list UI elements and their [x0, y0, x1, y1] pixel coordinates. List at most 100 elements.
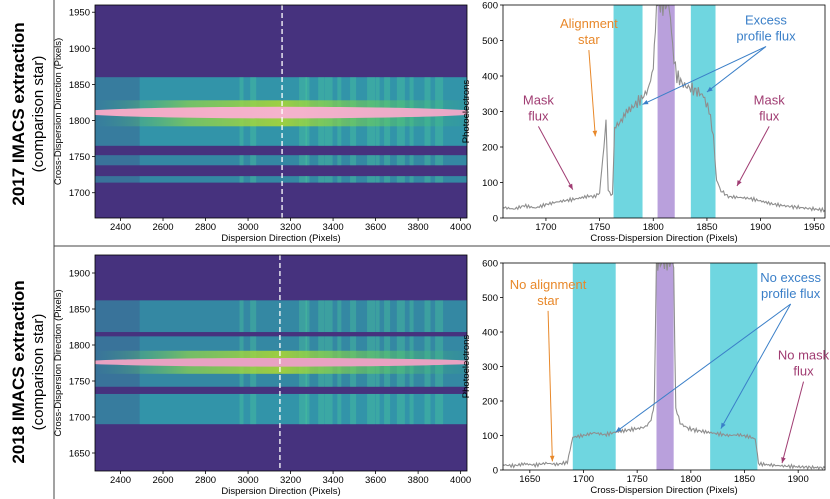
- x-tick-label: 1700: [535, 222, 556, 233]
- image-panel-2018: 2400 2600 2800 3000 3200 3400 3600 3800 4000 1650…: [53, 254, 471, 497]
- emission-column: [424, 393, 431, 425]
- y-tick-label: 1800: [69, 116, 90, 127]
- y-tick-label: 400: [482, 72, 498, 83]
- emission-column: [324, 176, 333, 183]
- x-tick-label: 3200: [280, 222, 301, 233]
- emission-column: [239, 176, 244, 183]
- cyan-span: [710, 263, 758, 470]
- y-tick-label: 1650: [69, 449, 90, 460]
- row-label-2018: 2018 IMACS extraction (comparison star): [9, 280, 47, 463]
- emission-column: [396, 155, 405, 166]
- emission-column: [424, 176, 431, 183]
- image-content: [95, 255, 467, 471]
- emission-column: [435, 176, 444, 183]
- x-tick-label: 1850: [734, 474, 755, 485]
- x-tick-label: 3200: [280, 475, 301, 486]
- plot-frame: [94, 254, 468, 472]
- annotation-text: profile flux: [761, 286, 821, 301]
- emission-column: [305, 300, 310, 333]
- emission-column: [435, 155, 444, 166]
- annotation-text: Mask: [754, 92, 786, 107]
- x-axis-label: Dispersion Direction (Pixels): [221, 233, 340, 244]
- emission-column: [435, 393, 444, 425]
- x-tick-label: 1950: [804, 222, 825, 233]
- emission-column: [318, 155, 325, 166]
- x-tick-label: 1800: [643, 222, 664, 233]
- y-tick-label: 500: [482, 36, 498, 47]
- y-tick-label: 600: [482, 259, 498, 270]
- row-label-2018-line1: 2018 IMACS extraction: [9, 280, 28, 463]
- y-tick-label: 1850: [69, 305, 90, 316]
- x-tick-label: 3800: [408, 475, 429, 486]
- emission-column: [350, 393, 357, 425]
- emission-column: [324, 155, 333, 166]
- y-tick-label: 100: [482, 431, 498, 442]
- emission-column: [250, 176, 257, 183]
- y-tick-label: 600: [482, 1, 498, 12]
- x-tick-label: 3400: [323, 475, 344, 486]
- emission-column: [350, 176, 357, 183]
- annotation-text: No mask: [778, 348, 830, 363]
- star-core: [95, 106, 467, 119]
- annotation-arrowhead: [736, 180, 742, 187]
- x-tick-label: 1900: [788, 474, 809, 485]
- x-tick-label: 2800: [195, 222, 216, 233]
- cyan-span: [572, 263, 616, 470]
- annotation-arrow: [720, 303, 792, 429]
- annotation-text: profile flux: [736, 29, 796, 44]
- row-label-2017-line1: 2017 IMACS extraction: [9, 22, 28, 205]
- emission-column: [337, 300, 342, 333]
- emission-column: [367, 155, 376, 166]
- x-tick-label: 3600: [365, 475, 386, 486]
- y-tick-label: 1950: [69, 8, 90, 19]
- emission-column: [318, 300, 325, 333]
- emission-column: [305, 176, 310, 183]
- annotation-arrow: [547, 310, 553, 462]
- y-tick-label: 1750: [69, 377, 90, 388]
- emission-column: [305, 393, 310, 425]
- row-label-2017: 2017 IMACS extraction (comparison star): [9, 22, 47, 205]
- y-tick-label: 500: [482, 293, 498, 304]
- emission-column: [305, 155, 310, 166]
- x-tick-label: 1700: [573, 474, 594, 485]
- annotation-arrowhead: [592, 130, 598, 137]
- y-tick-label: 200: [482, 397, 498, 408]
- y-tick-label: 1750: [69, 152, 90, 163]
- image-content: [95, 5, 467, 218]
- emission-column: [409, 393, 414, 425]
- x-tick-label: 2400: [110, 222, 131, 233]
- y-axis-label: Photoelectrons: [461, 80, 472, 144]
- emission-column: [424, 155, 431, 166]
- y-tick-label: 400: [482, 328, 498, 339]
- annotation-text: Excess: [745, 13, 787, 28]
- annotation-text: Alignment: [560, 16, 618, 31]
- annotation-text: No excess: [760, 270, 821, 285]
- slit-band: [95, 176, 467, 183]
- y-tick-label: 1900: [69, 44, 90, 55]
- emission-column: [318, 176, 325, 183]
- emission-column: [375, 393, 380, 425]
- emission-column: [239, 300, 244, 333]
- emission-column: [367, 176, 376, 183]
- row-label-2017-line2: (comparison star): [30, 56, 47, 173]
- annotation-arrowhead: [720, 422, 726, 429]
- emission-column: [375, 300, 380, 333]
- annotation-arrowhead: [642, 99, 649, 105]
- emission-column: [396, 393, 405, 425]
- emission-column: [299, 176, 308, 183]
- profile-trace: [503, 5, 825, 214]
- x-tick-label: 2800: [195, 475, 216, 486]
- x-tick-label: 1750: [627, 474, 648, 485]
- star-core: [95, 357, 467, 367]
- plot-frame: [94, 4, 468, 219]
- y-axis-label: Cross-Dispersion Direction (Pixels): [53, 289, 64, 436]
- x-tick-label: 1900: [750, 222, 771, 233]
- emission-column: [250, 393, 257, 425]
- emission-column: [367, 393, 376, 425]
- annotation-arrow: [781, 381, 805, 464]
- emission-column: [324, 393, 333, 425]
- y-tick-label: 0: [493, 466, 498, 477]
- slit-band: [95, 300, 467, 333]
- annotation-arrowhead: [549, 455, 555, 462]
